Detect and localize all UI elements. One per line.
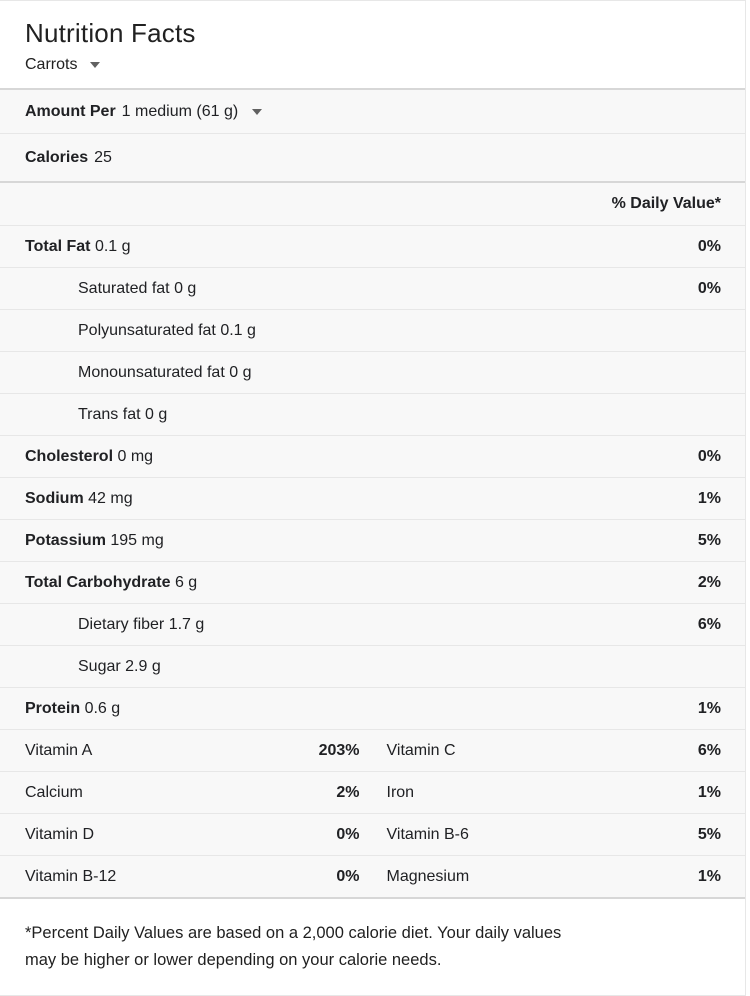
micronutrient-label: Iron (386, 783, 415, 801)
nutrient-daily-value: 0% (697, 447, 721, 465)
micronutrient-daily-value: 2% (336, 783, 360, 801)
nutrient-label: Protein (25, 699, 81, 717)
micronutrient-label: Calcium (25, 783, 83, 801)
nutrient-amount: 0 g (145, 405, 168, 423)
nutrient-row: Monounsaturated fat 0 g (0, 351, 745, 393)
nutrient-list: Total Fat 0.1 g 0% Saturated fat 0 g 0% … (0, 225, 745, 729)
daily-value-header: % Daily Value* (611, 195, 721, 212)
nutrient-label: Monounsaturated fat (78, 363, 225, 381)
nutrient-amount: 0.1 g (220, 321, 256, 339)
nutrient-row: Polyunsaturated fat 0.1 g (0, 309, 745, 351)
nutrient-amount: 0.1 g (94, 237, 131, 255)
micronutrient-daily-value: 0% (336, 867, 360, 885)
nutrient-daily-value: 2% (697, 573, 721, 591)
micronutrient-row: Vitamin D 0% Vitamin B-6 5% (0, 813, 745, 855)
micronutrient-daily-value: 1% (697, 867, 721, 885)
nutrient-row: Trans fat 0 g (0, 393, 745, 435)
nutrient-daily-value: 1% (697, 699, 721, 717)
nutrient-label: Dietary fiber (78, 615, 165, 633)
food-selector-dropdown[interactable]: Carrots (25, 56, 101, 74)
nutrient-label: Polyunsaturated fat (78, 321, 216, 339)
nutrient-label: Sugar (78, 657, 121, 675)
nutrient-amount: 0.6 g (84, 699, 121, 717)
nutrient-daily-value: 1% (697, 489, 721, 507)
serving-size-dropdown[interactable]: 1 medium (61 g) (122, 103, 263, 121)
nutrient-daily-value: 0% (697, 279, 721, 297)
serving-label: Amount Per (25, 102, 116, 120)
calories-value: 25 (94, 148, 112, 166)
nutrient-row: Total Fat 0.1 g 0% (0, 225, 745, 267)
micronutrient-daily-value: 0% (336, 825, 360, 843)
micronutrient-daily-value: 1% (697, 783, 721, 801)
micronutrient-daily-value: 5% (697, 825, 721, 843)
micronutrient-daily-value: 6% (697, 741, 721, 759)
micronutrient-row: Vitamin A 203% Vitamin C 6% (0, 729, 745, 771)
micronutrient-daily-value: 203% (318, 741, 360, 759)
nutrient-amount: 1.7 g (168, 615, 205, 633)
nutrient-amount: 6 g (174, 573, 198, 591)
footnote-line: may be higher or lower depending on your… (25, 951, 442, 969)
nutrient-amount: 0 g (174, 279, 197, 297)
nutrient-row: Dietary fiber 1.7 g 6% (0, 603, 745, 645)
nutrient-daily-value: 6% (697, 615, 721, 633)
nutrient-daily-value: 0% (697, 237, 721, 255)
nutrient-label: Cholesterol (25, 447, 114, 465)
chevron-down-icon (252, 108, 263, 115)
micronutrient-label: Vitamin D (25, 825, 95, 843)
page-title: Nutrition Facts (25, 18, 196, 48)
micronutrient-grid: Vitamin A 203% Vitamin C 6% Calcium 2% Iron… (0, 729, 745, 897)
nutrient-amount: 42 mg (88, 489, 133, 507)
micronutrient-label: Vitamin B-12 (25, 867, 117, 885)
micronutrient-label: Magnesium (386, 867, 470, 885)
nutrient-label: Total Carbohydrate (25, 573, 171, 591)
serving-size-value: 1 medium (61 g) (121, 102, 239, 120)
serving-row: Amount Per 1 medium (61 g) (0, 88, 745, 133)
chevron-down-icon (90, 62, 101, 68)
footnote: *Percent Daily Values are based on a 2,0… (0, 897, 745, 995)
nutrient-amount: 0 g (229, 363, 252, 381)
daily-value-header-row: % Daily Value* (0, 181, 745, 225)
nutrient-label: Total Fat (25, 237, 91, 255)
nutrient-label: Trans fat (78, 405, 141, 423)
nutrient-row: Potassium 195 mg 5% (0, 519, 745, 561)
nutrient-amount: 0 mg (117, 447, 154, 465)
panel-header: Nutrition Facts Carrots (0, 1, 745, 88)
micronutrient-label: Vitamin C (386, 741, 456, 759)
nutrient-row: Sugar 2.9 g (0, 645, 745, 687)
nutrient-amount: 2.9 g (125, 657, 161, 675)
nutrient-row: Protein 0.6 g 1% (0, 687, 745, 729)
nutrient-label: Saturated fat (78, 279, 170, 297)
nutrient-amount: 195 mg (110, 531, 164, 549)
nutrient-row: Total Carbohydrate 6 g 2% (0, 561, 745, 603)
nutrient-row: Saturated fat 0 g 0% (0, 267, 745, 309)
micronutrient-row: Calcium 2% Iron 1% (0, 771, 745, 813)
micronutrient-label: Vitamin A (25, 741, 93, 759)
micronutrient-label: Vitamin B-6 (386, 825, 469, 843)
micronutrient-row: Vitamin B-12 0% Magnesium 1% (0, 855, 745, 897)
nutrient-label: Potassium (25, 531, 106, 549)
nutrient-label: Sodium (25, 489, 84, 507)
nutrient-row: Sodium 42 mg 1% (0, 477, 745, 519)
food-selector-value: Carrots (25, 56, 78, 73)
nutrient-row: Cholesterol 0 mg 0% (0, 435, 745, 477)
nutrient-daily-value: 5% (697, 531, 721, 549)
calories-row: Calories 25 (0, 133, 745, 181)
footnote-line: *Percent Daily Values are based on a 2,0… (25, 924, 562, 942)
calories-label: Calories (25, 148, 89, 166)
